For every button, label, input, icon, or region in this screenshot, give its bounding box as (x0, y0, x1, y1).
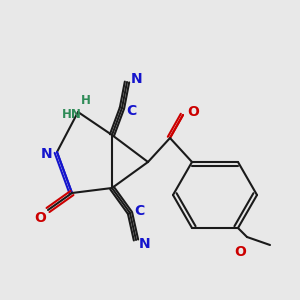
Text: O: O (187, 105, 199, 119)
Text: H: H (81, 94, 91, 106)
Text: O: O (234, 245, 246, 259)
Text: N: N (41, 147, 53, 161)
Text: O: O (34, 211, 46, 225)
Text: N: N (139, 237, 151, 251)
Text: N: N (131, 72, 143, 86)
Text: C: C (126, 104, 136, 118)
Text: HN: HN (62, 107, 82, 121)
Text: C: C (134, 204, 144, 218)
